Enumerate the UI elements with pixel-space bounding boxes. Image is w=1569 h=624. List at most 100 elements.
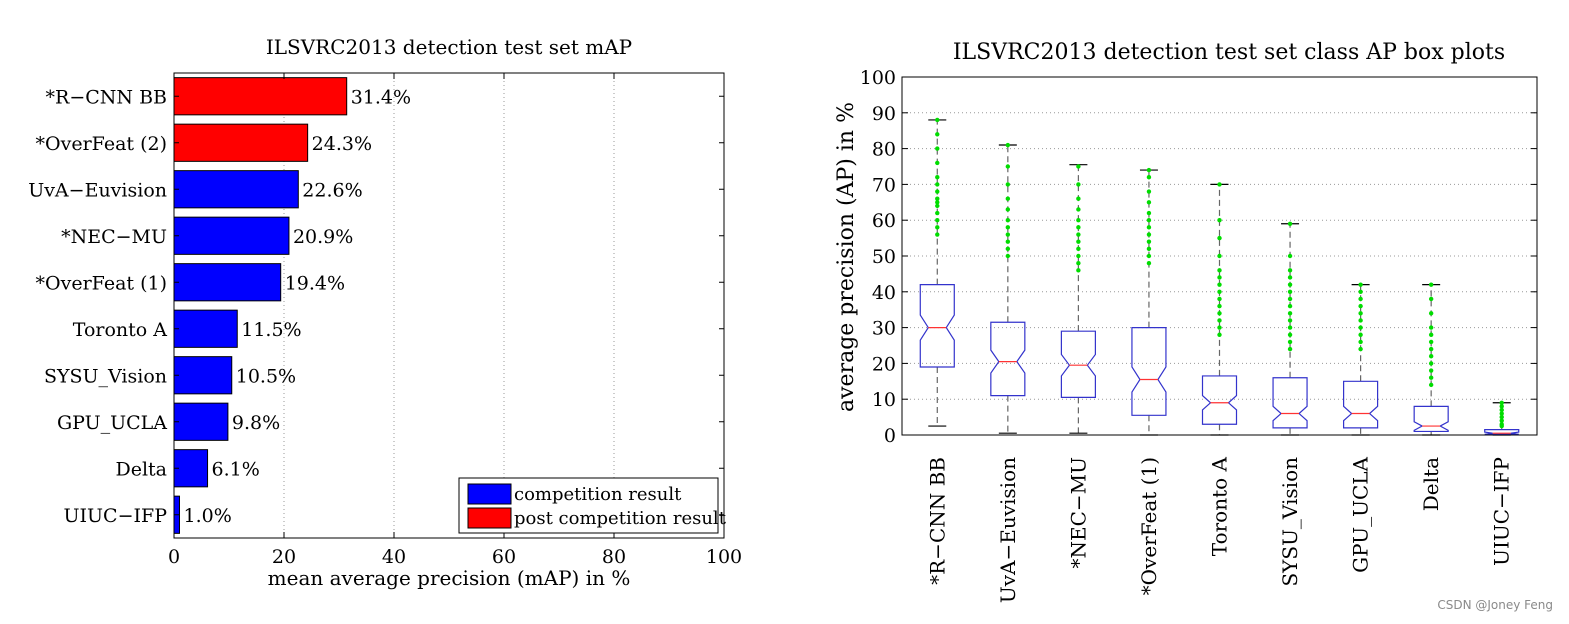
right-category-label: Toronto A bbox=[1208, 456, 1232, 556]
right-y-ticks: 0 10 20 30 40 50 60 70 80 90 100 bbox=[860, 67, 1537, 447]
left-chart-title: ILSVRC2013 detection test set mAP bbox=[266, 35, 632, 59]
box-outlier bbox=[1146, 246, 1152, 252]
box-outlier bbox=[935, 225, 940, 230]
box-outlier bbox=[1287, 268, 1293, 273]
box-outlier bbox=[1428, 361, 1434, 366]
right-category-label: Delta bbox=[1419, 457, 1443, 511]
box-outlier bbox=[1217, 253, 1222, 259]
left-bar bbox=[173, 263, 282, 302]
box-outlier bbox=[1217, 318, 1222, 323]
box-outlier bbox=[1287, 325, 1293, 330]
box-outlier bbox=[1005, 182, 1011, 187]
box-outlier bbox=[1428, 368, 1434, 373]
box-outlier bbox=[935, 146, 940, 151]
box-outlier bbox=[1217, 289, 1222, 294]
box-outlier bbox=[1358, 289, 1363, 294]
left-bar bbox=[173, 77, 348, 116]
box-outlier bbox=[1217, 235, 1222, 241]
box-outlier bbox=[1217, 268, 1222, 273]
box-outlier bbox=[1287, 346, 1293, 352]
box-outlier bbox=[935, 200, 940, 205]
box-outlier bbox=[1358, 339, 1363, 345]
box-outlier bbox=[1005, 246, 1011, 252]
left-axes-frame bbox=[173, 72, 725, 539]
left-category-label: *OverFeat (2) bbox=[36, 133, 167, 155]
left-x-tick-label: 60 bbox=[492, 546, 516, 568]
box-outlier bbox=[1499, 400, 1504, 405]
box-outlier bbox=[1146, 225, 1152, 230]
right-y-tick-label: 0 bbox=[884, 425, 896, 447]
left-value-label: 22.6% bbox=[302, 179, 362, 201]
box-outlier bbox=[1287, 311, 1293, 316]
box-outlier bbox=[1076, 253, 1081, 259]
right-box-plot: ILSVRC2013 detection test set class AP b… bbox=[834, 40, 1538, 603]
box-outlier bbox=[935, 210, 940, 216]
box-outlier bbox=[1217, 332, 1222, 337]
left-bar-chart: ILSVRC2013 detection test set mAP *R−CNN… bbox=[28, 35, 742, 590]
box-outlier bbox=[935, 218, 940, 223]
box-outlier bbox=[1146, 210, 1152, 216]
left-value-labels: 31.4% 24.3% 22.6% 20.9% 19.4% 11.5% 10.5% 9.8% 6… bbox=[184, 86, 412, 527]
left-x-tick-label: 20 bbox=[272, 546, 296, 568]
right-y-tick-label: 80 bbox=[872, 139, 896, 161]
box-outlier bbox=[1217, 311, 1222, 316]
box-outlier bbox=[1428, 346, 1434, 352]
left-bars bbox=[173, 77, 724, 534]
box-outlier bbox=[935, 182, 940, 187]
left-bar bbox=[173, 216, 290, 255]
left-category-label: SYSU_Vision bbox=[44, 365, 167, 387]
box-outlier bbox=[1005, 232, 1011, 237]
right-y-tick-label: 70 bbox=[872, 174, 896, 196]
box-outlier bbox=[935, 160, 940, 166]
box-outlier bbox=[1005, 253, 1011, 259]
box-outlier bbox=[1428, 296, 1434, 302]
box-outlier bbox=[1005, 142, 1011, 148]
right-category-label: UIUC−IFP bbox=[1490, 457, 1514, 566]
box-outlier bbox=[1146, 253, 1152, 259]
box-body bbox=[1201, 375, 1238, 425]
box-outlier bbox=[1146, 260, 1152, 266]
right-y-tick-label: 100 bbox=[860, 67, 896, 89]
box-outlier bbox=[1217, 218, 1222, 223]
left-x-ticks: 0 20 40 60 80 100 bbox=[168, 73, 742, 568]
left-category-label: UvA−Euvision bbox=[28, 179, 167, 201]
box-body bbox=[990, 321, 1026, 397]
box-outlier bbox=[1358, 303, 1363, 309]
left-value-label: 10.5% bbox=[236, 365, 296, 387]
right-y-tick-label: 40 bbox=[872, 282, 896, 304]
left-x-tick-label: 80 bbox=[602, 546, 626, 568]
box-outlier bbox=[1428, 311, 1434, 316]
box-outlier bbox=[1287, 289, 1293, 294]
left-value-label: 31.4% bbox=[351, 86, 411, 108]
box-outlier bbox=[1217, 296, 1222, 302]
legend-label: post competition result bbox=[514, 508, 727, 529]
box-outlier bbox=[1287, 303, 1293, 309]
left-category-label: *OverFeat (1) bbox=[36, 272, 167, 294]
box-outlier bbox=[1287, 332, 1293, 337]
legend-swatch bbox=[467, 483, 512, 505]
box-outlier bbox=[1076, 218, 1081, 223]
left-value-label: 11.5% bbox=[241, 319, 301, 341]
legend-swatch bbox=[467, 507, 512, 529]
box-outlier bbox=[1428, 282, 1434, 287]
left-bar bbox=[173, 170, 299, 209]
box-outlier bbox=[935, 232, 940, 237]
box-outlier bbox=[1358, 282, 1363, 287]
right-category-label: *OverFeat (1) bbox=[1137, 457, 1161, 595]
box-outlier bbox=[1076, 268, 1081, 273]
box-outlier bbox=[1005, 239, 1011, 244]
box-outlier bbox=[1076, 225, 1081, 230]
box-outlier bbox=[1287, 282, 1293, 287]
box-outlier bbox=[1428, 325, 1434, 330]
left-value-label: 6.1% bbox=[212, 458, 260, 480]
box-outlier bbox=[1287, 318, 1293, 323]
right-category-label: *NEC−MU bbox=[1066, 457, 1090, 569]
box-outlier bbox=[1428, 354, 1434, 359]
box-outlier bbox=[935, 189, 940, 194]
right-y-tick-label: 50 bbox=[872, 246, 896, 268]
box-outlier bbox=[1146, 232, 1152, 237]
left-bar bbox=[173, 356, 233, 395]
box-outlier bbox=[1499, 414, 1504, 420]
box-outlier bbox=[1287, 253, 1293, 259]
